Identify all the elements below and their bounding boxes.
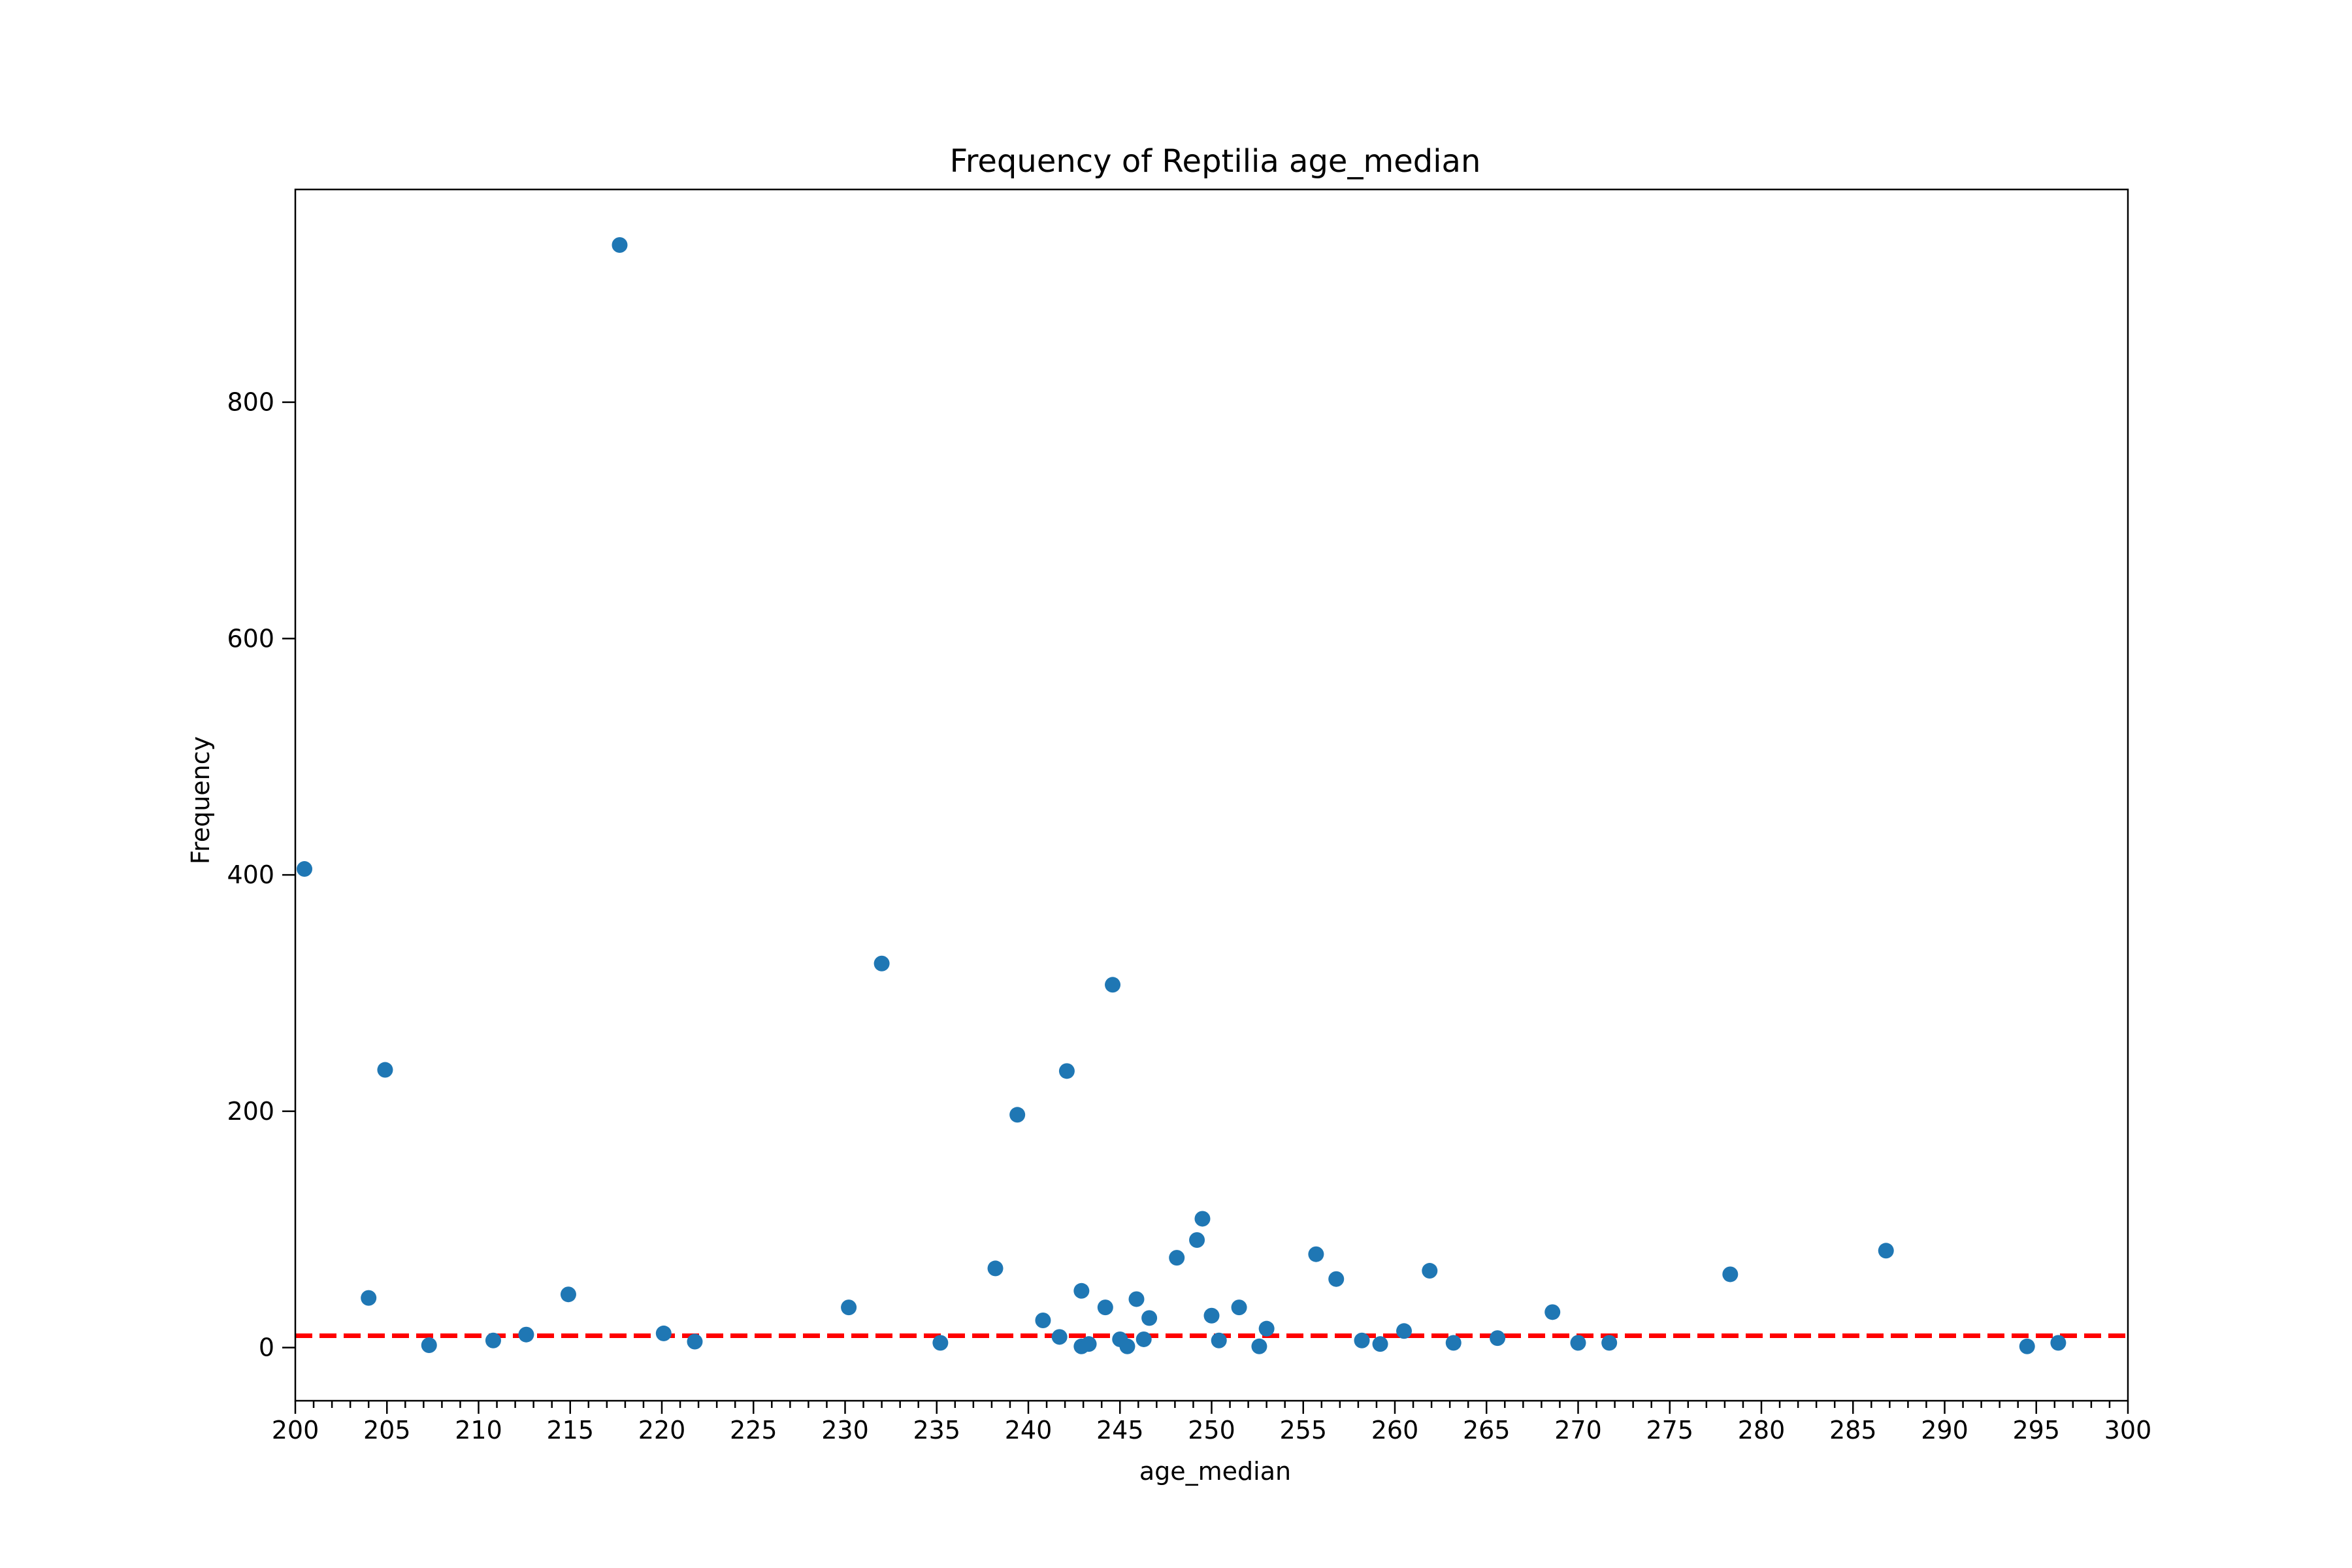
data-point [1073,1282,1090,1299]
x-tick-label: 220 [638,1416,686,1445]
chart-title: Frequency of Reptilia age_median [950,143,1481,180]
y-tick-label: 600 [227,624,274,653]
y-axis: 0 200 400 600 800 [227,388,295,1362]
x-axis: 200 205 210 215 220 225 230 235 240 245 250 255 260 2… [272,1401,2152,1445]
data-point [1051,1329,1068,1345]
x-tick-label: 230 [821,1416,869,1445]
data-point [1119,1338,1135,1354]
data-point [1203,1307,1220,1324]
data-point [377,1062,393,1078]
data-point [485,1332,501,1348]
x-tick-label: 205 [363,1416,411,1445]
x-tick-label: 255 [1279,1416,1327,1445]
data-point [1396,1323,1413,1339]
data-point [1035,1313,1051,1329]
data-point [1251,1338,1267,1354]
data-point [1189,1232,1205,1249]
data-point [1308,1246,1324,1262]
data-point [1722,1266,1739,1282]
x-tick-label: 300 [2104,1416,2152,1445]
data-point [841,1299,857,1316]
data-point [1231,1299,1247,1316]
data-point [1211,1332,1227,1348]
y-axis-label: Frequency [186,736,215,864]
data-point [932,1335,949,1351]
data-point [1128,1291,1145,1307]
x-tick-label: 280 [1738,1416,1786,1445]
x-tick-label: 270 [1554,1416,1602,1445]
y-tick-label: 200 [227,1097,274,1126]
data-point [421,1337,437,1353]
data-point [2050,1335,2066,1351]
data-point [2019,1338,2035,1354]
data-point [1878,1243,1894,1259]
y-tick-label: 0 [259,1333,274,1362]
x-tick-label: 215 [546,1416,594,1445]
data-point [1009,1107,1026,1123]
x-tick-label: 235 [913,1416,960,1445]
data-points [297,237,2066,1354]
x-tick-label: 200 [272,1416,319,1445]
plot-frame [294,188,2129,1402]
data-point [1544,1304,1561,1320]
data-point [1445,1335,1462,1351]
data-point [1194,1211,1211,1227]
data-point [1141,1310,1158,1326]
x-tick-label: 225 [730,1416,777,1445]
data-point [560,1286,576,1303]
data-point [1105,977,1121,993]
y-tick-label: 800 [227,388,274,417]
data-point [1258,1320,1275,1337]
data-point [1490,1330,1506,1347]
data-point [874,955,890,972]
data-point [655,1325,672,1341]
data-point [1135,1331,1152,1347]
data-point [687,1333,703,1350]
data-point [1422,1263,1438,1279]
x-tick-label: 265 [1463,1416,1511,1445]
data-point [1372,1336,1388,1352]
y-tick-label: 400 [227,860,274,889]
x-tick-label: 290 [1921,1416,1968,1445]
x-tick-label: 295 [2012,1416,2060,1445]
data-point [1081,1336,1097,1352]
x-axis-label: age_median [1139,1457,1291,1486]
data-point [518,1326,534,1343]
data-point [1601,1335,1618,1351]
data-point [1097,1299,1113,1316]
x-tick-label: 245 [1096,1416,1144,1445]
data-point [361,1290,377,1306]
x-tick-label: 210 [455,1416,502,1445]
data-point [1328,1271,1345,1287]
x-tick-label: 275 [1646,1416,1693,1445]
x-tick-label: 285 [1829,1416,1877,1445]
data-point [1354,1332,1370,1348]
data-point [1058,1063,1075,1079]
data-point [987,1260,1004,1277]
data-point [1169,1250,1185,1266]
data-point [1570,1335,1586,1351]
data-point [297,861,313,877]
x-tick-label: 260 [1371,1416,1419,1445]
x-tick-label: 240 [1005,1416,1053,1445]
data-point [612,237,628,253]
x-tick-label: 250 [1188,1416,1235,1445]
